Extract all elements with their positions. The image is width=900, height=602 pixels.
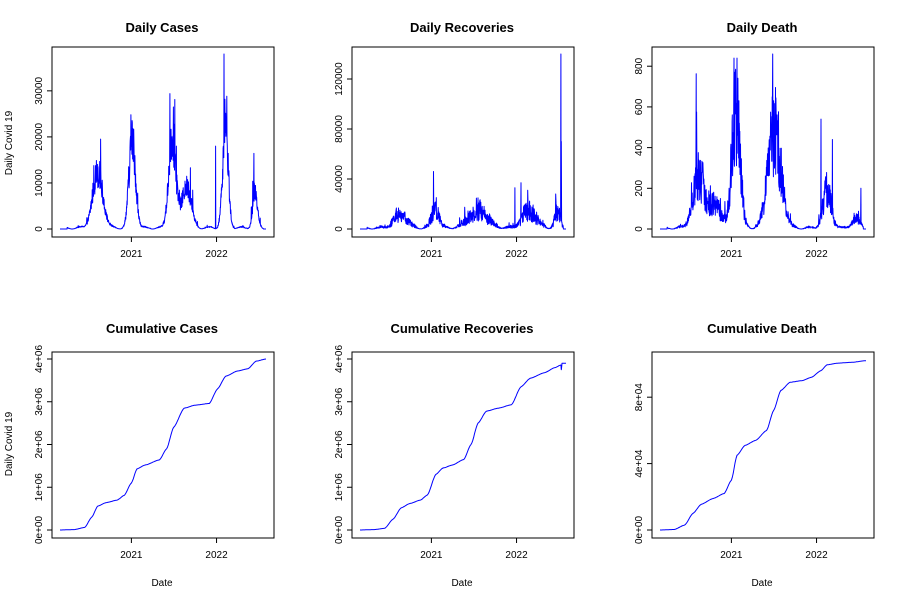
x-tick-label: 2022 — [205, 249, 228, 260]
y-tick-label: 80000 — [334, 115, 345, 143]
x-tick-label: 2022 — [805, 550, 828, 561]
y-tick-label: 0e+00 — [334, 516, 345, 545]
panel-title: Daily Recoveries — [410, 20, 514, 35]
panel-title: Cumulative Recoveries — [390, 321, 533, 336]
y-tick-label: 8e+04 — [634, 383, 645, 412]
x-tick-label: 2022 — [505, 249, 528, 260]
y-tick-label: 3e+06 — [334, 387, 345, 416]
x-tick-label: 2021 — [720, 550, 743, 561]
row2-y-axis-label: Daily Covid 19 — [4, 411, 15, 476]
row1-y-axis-label: Daily Covid 19 — [4, 110, 15, 175]
y-tick-label: 120000 — [334, 62, 345, 96]
x-axis-label-cumulative-recoveries: Date — [451, 578, 473, 589]
panel-title: Daily Death — [727, 20, 798, 35]
y-tick-label: 4e+06 — [34, 345, 45, 374]
y-tick-label: 0e+00 — [34, 516, 45, 545]
panel-title: Cumulative Cases — [106, 321, 218, 336]
y-tick-label: 3e+06 — [34, 387, 45, 416]
x-tick-label: 2022 — [805, 249, 828, 260]
y-tick-label: 1e+06 — [334, 473, 345, 502]
panel-title: Cumulative Death — [707, 321, 817, 336]
y-tick-label: 4e+06 — [334, 345, 345, 374]
y-tick-label: 1e+06 — [34, 473, 45, 502]
y-tick-label: 400 — [634, 139, 645, 156]
y-tick-label: 2e+06 — [334, 430, 345, 459]
y-tick-label: 2e+06 — [34, 430, 45, 459]
y-tick-label: 40000 — [334, 165, 345, 193]
y-tick-label: 20000 — [34, 123, 45, 151]
panel-title: Daily Cases — [126, 20, 199, 35]
x-tick-label: 2021 — [120, 550, 143, 561]
y-tick-label: 0 — [34, 226, 45, 232]
x-axis-label-cumulative-death: Date — [751, 578, 773, 589]
y-tick-label: 200 — [634, 180, 645, 197]
x-tick-label: 2021 — [420, 550, 443, 561]
x-tick-label: 2021 — [720, 249, 743, 260]
x-axis-label-cumulative-cases: Date — [151, 578, 173, 589]
y-tick-label: 0 — [634, 226, 645, 232]
y-tick-label: 800 — [634, 57, 645, 74]
y-tick-label: 10000 — [34, 169, 45, 197]
x-tick-label: 2021 — [120, 249, 143, 260]
y-tick-label: 600 — [634, 98, 645, 115]
y-tick-label: 30000 — [34, 77, 45, 105]
x-tick-label: 2022 — [505, 550, 528, 561]
x-tick-label: 2022 — [205, 550, 228, 561]
y-tick-label: 0e+00 — [634, 516, 645, 545]
y-tick-label: 4e+04 — [634, 449, 645, 478]
y-tick-label: 0 — [334, 226, 345, 232]
x-tick-label: 2021 — [420, 249, 443, 260]
